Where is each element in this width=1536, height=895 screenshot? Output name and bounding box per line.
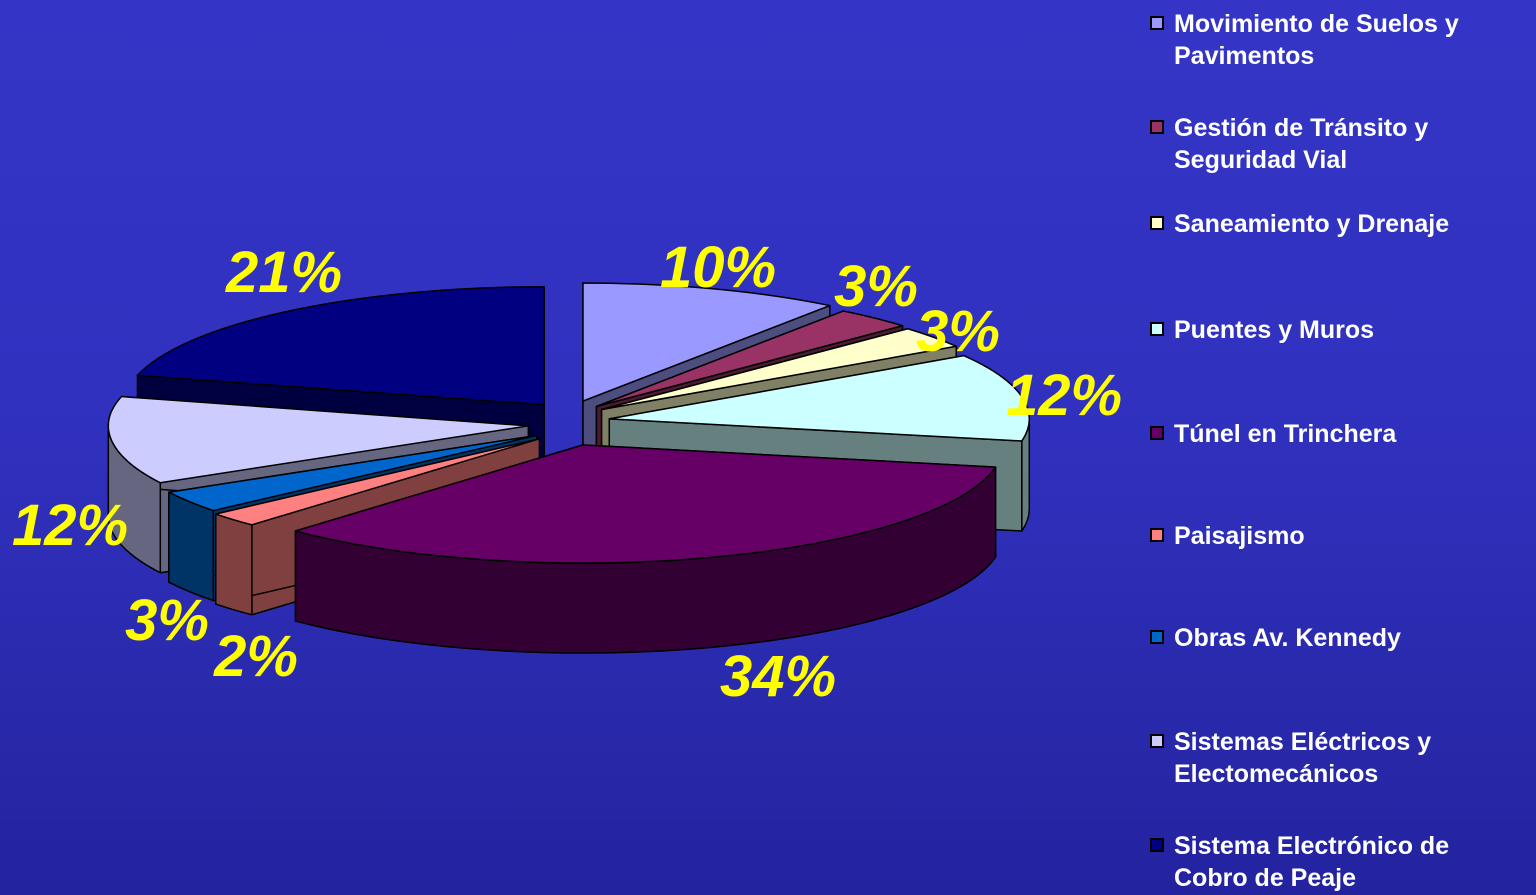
legend-label: Sistema Electrónico de Cobro de Peaje [1174,832,1450,892]
legend-swatch [1150,16,1164,30]
legend-swatch [1150,322,1164,336]
legend-swatch [1150,426,1164,440]
legend-item: Túnel en Trinchera [1150,418,1530,450]
pie-chart: 10% 3%3%12%34%2%3%12%21% [12,235,1122,709]
data-label-6: 2% [213,624,298,689]
legend-item: Obras Av. Kennedy [1150,622,1530,654]
pie-slices [107,282,1031,654]
legend-item: Saneamiento y Drenaje [1150,208,1530,240]
legend-label: Saneamiento y Drenaje [1174,210,1450,238]
legend-label: Paisajismo [1174,522,1305,550]
data-label-2: 3% [834,254,918,319]
legend-label: Túnel en Trinchera [1174,420,1397,448]
data-label-1: 10% [660,235,776,300]
legend-item: Sistema Electrónico de Cobro de Peaje [1150,830,1530,894]
legend-swatch [1150,630,1164,644]
legend-swatch [1150,838,1164,852]
data-label-8: 12% [12,493,128,558]
legend-label: Gestión de Tránsito y Seguridad Vial [1174,114,1429,174]
legend-label: Movimiento de Suelos y Pavimentos [1174,10,1459,70]
legend-item: Gestión de Tránsito y Seguridad Vial [1150,112,1530,176]
legend-item: Sistemas Eléctricos y Electomecánicos [1150,726,1530,790]
data-label-3: 3% [916,299,1000,364]
chart-legend: Movimiento de Suelos y Pavimentos Gestión… [1150,8,1530,893]
legend-swatch [1150,120,1164,134]
legend-swatch [1150,528,1164,542]
legend-item: Movimiento de Suelos y Pavimentos [1150,8,1530,72]
legend-swatch [1150,216,1164,230]
data-label-9: 21% [225,240,342,305]
data-label-5: 34% [720,644,836,709]
pie-slice-5 [294,444,997,654]
data-label-7: 3% [125,588,209,653]
legend-label: Puentes y Muros [1174,316,1375,344]
legend-label: Sistemas Eléctricos y Electomecánicos [1174,728,1432,788]
legend-item: Puentes y Muros [1150,314,1530,346]
legend-item: Paisajismo [1150,520,1530,552]
data-label-4: 12% [1006,363,1122,428]
legend-swatch [1150,734,1164,748]
legend-label: Obras Av. Kennedy [1174,624,1401,652]
pie-data-labels: 10% 3%3%12%34%2%3%12%21% [12,235,1122,709]
